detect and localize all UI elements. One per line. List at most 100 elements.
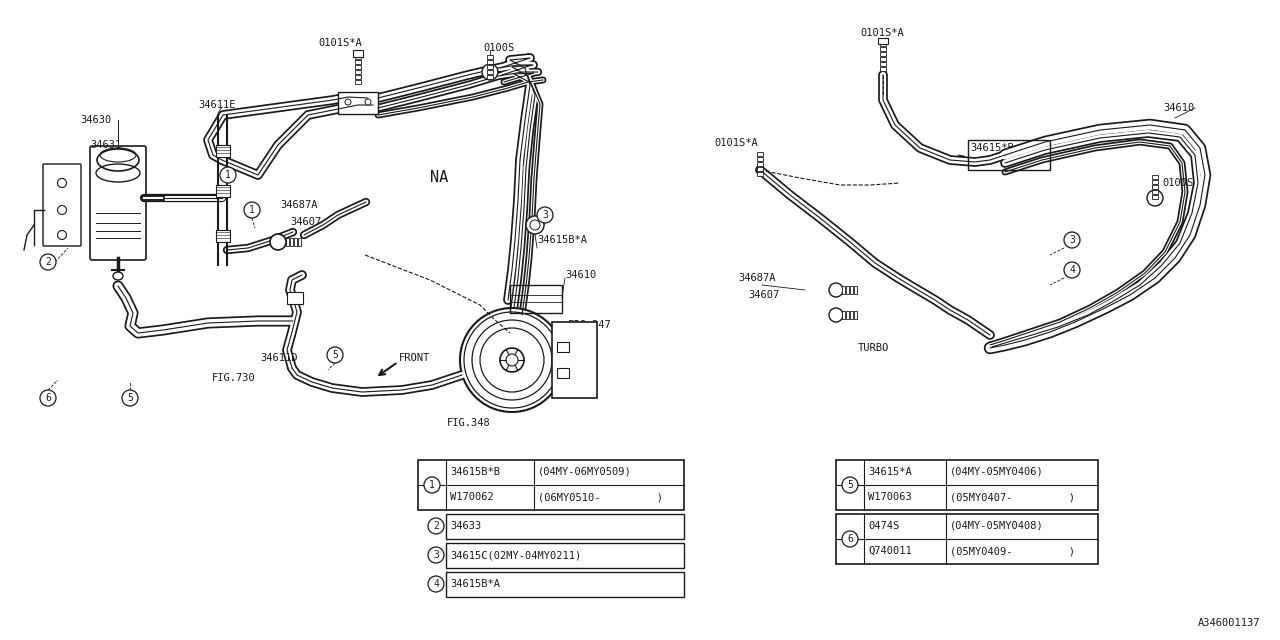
Circle shape <box>58 230 67 239</box>
Circle shape <box>40 390 56 406</box>
Text: (04MY-05MY0408): (04MY-05MY0408) <box>950 521 1043 531</box>
Bar <box>445 514 684 539</box>
Bar <box>355 55 361 59</box>
Circle shape <box>58 205 67 214</box>
Text: 1: 1 <box>429 480 435 490</box>
Text: FRONT: FRONT <box>399 353 430 363</box>
Circle shape <box>270 234 285 250</box>
Bar <box>552 322 596 398</box>
Text: 34615B*A: 34615B*A <box>451 579 500 589</box>
Bar <box>445 572 684 597</box>
Bar <box>557 342 570 352</box>
Circle shape <box>538 207 553 223</box>
Bar <box>1152 190 1158 194</box>
Bar <box>216 145 230 157</box>
Bar <box>285 238 289 246</box>
Bar <box>294 238 297 246</box>
Text: 34615B*A: 34615B*A <box>538 235 588 245</box>
Bar <box>486 75 493 79</box>
Text: FIG.348: FIG.348 <box>447 418 490 428</box>
Bar <box>291 238 293 246</box>
Text: 5: 5 <box>127 393 133 403</box>
Bar <box>881 47 886 51</box>
Text: 34631: 34631 <box>90 140 122 150</box>
Bar <box>881 67 886 71</box>
Text: Q740011: Q740011 <box>868 546 911 556</box>
Bar <box>881 57 886 61</box>
Text: 0101S*A: 0101S*A <box>319 38 362 48</box>
Bar <box>1152 185 1158 189</box>
Text: 3: 3 <box>433 550 439 560</box>
Bar <box>854 286 858 294</box>
Circle shape <box>428 547 444 563</box>
Text: 2: 2 <box>45 257 51 267</box>
Text: 34610: 34610 <box>1164 103 1196 113</box>
Circle shape <box>220 167 236 183</box>
Circle shape <box>842 531 858 547</box>
Bar <box>355 80 361 84</box>
Text: 0474S: 0474S <box>868 521 900 531</box>
Text: (05MY0407-         ): (05MY0407- ) <box>950 492 1075 502</box>
Circle shape <box>842 477 858 493</box>
Text: A346001137: A346001137 <box>1198 618 1260 628</box>
Text: 34611D: 34611D <box>260 353 297 363</box>
Bar <box>298 238 301 246</box>
Circle shape <box>1064 262 1080 278</box>
Bar <box>486 60 493 64</box>
Text: 2: 2 <box>433 521 439 531</box>
Bar <box>756 162 763 166</box>
Ellipse shape <box>97 149 140 171</box>
Circle shape <box>428 518 444 534</box>
Text: 34610: 34610 <box>564 270 596 280</box>
Bar <box>509 285 562 313</box>
Bar <box>353 50 364 57</box>
Text: (05MY0409-         ): (05MY0409- ) <box>950 546 1075 556</box>
Bar <box>854 311 858 319</box>
Bar <box>355 70 361 74</box>
Text: 34611E: 34611E <box>198 100 236 110</box>
Circle shape <box>40 254 56 270</box>
Bar <box>355 65 361 69</box>
Bar <box>850 286 852 294</box>
Bar <box>968 140 1050 170</box>
Text: 34687A: 34687A <box>739 273 776 283</box>
Bar <box>287 292 303 304</box>
Text: 5: 5 <box>332 350 338 360</box>
Text: 3: 3 <box>541 210 548 220</box>
Text: 4: 4 <box>1069 265 1075 275</box>
Text: FIG.730: FIG.730 <box>212 373 256 383</box>
Bar <box>486 65 493 69</box>
Bar <box>557 368 570 378</box>
Circle shape <box>244 202 260 218</box>
Text: 34633: 34633 <box>451 521 481 531</box>
Bar <box>881 42 886 46</box>
Circle shape <box>58 179 67 188</box>
Bar <box>355 75 361 79</box>
Text: 34615C(02MY-04MY0211): 34615C(02MY-04MY0211) <box>451 550 581 560</box>
Bar <box>1152 175 1158 179</box>
Text: 1: 1 <box>225 170 230 180</box>
Text: 5: 5 <box>847 480 852 490</box>
Text: 0100S: 0100S <box>483 43 515 53</box>
Bar <box>878 38 888 44</box>
Bar <box>842 311 845 319</box>
Text: 34615*A: 34615*A <box>868 467 911 477</box>
Circle shape <box>829 308 844 322</box>
Text: 0101S*A: 0101S*A <box>860 28 904 38</box>
Text: 1: 1 <box>250 205 255 215</box>
Circle shape <box>1147 190 1164 206</box>
Bar <box>1152 195 1158 199</box>
Text: 34615*B: 34615*B <box>970 143 1014 153</box>
Bar <box>756 157 763 161</box>
Bar <box>842 286 845 294</box>
Circle shape <box>526 216 544 234</box>
Text: 0101S*A: 0101S*A <box>714 138 758 148</box>
Bar <box>1152 180 1158 184</box>
Text: (04MY-06MY0509): (04MY-06MY0509) <box>538 467 632 477</box>
Circle shape <box>365 99 371 105</box>
Text: NA: NA <box>430 170 448 186</box>
Circle shape <box>460 308 564 412</box>
Circle shape <box>1064 232 1080 248</box>
Bar <box>419 460 684 510</box>
Text: 34687A: 34687A <box>280 200 317 210</box>
